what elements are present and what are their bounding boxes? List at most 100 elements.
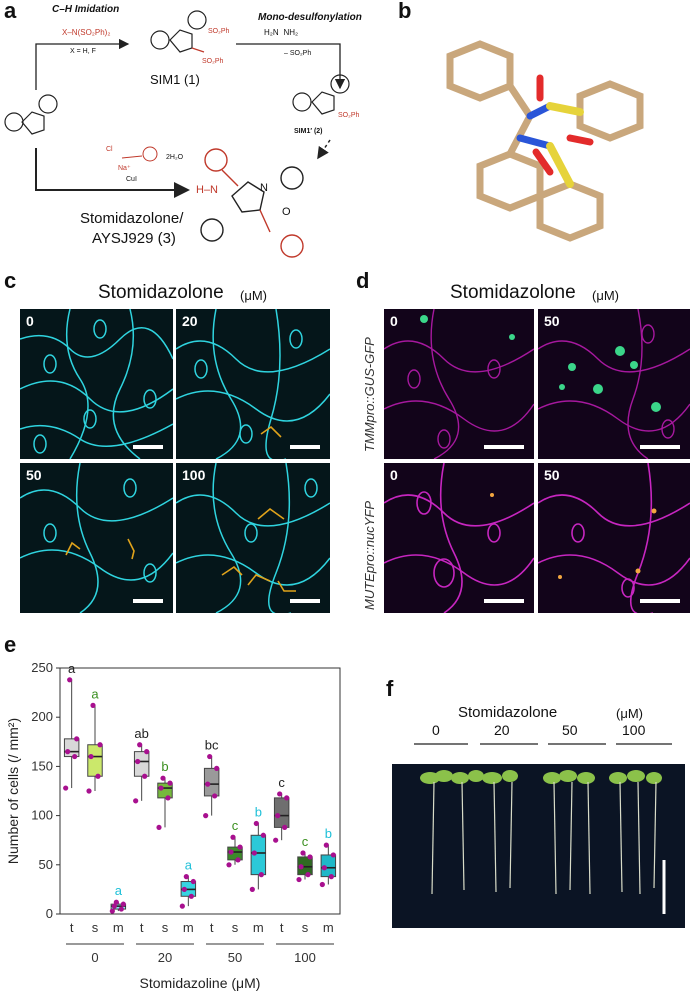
data-point (90, 702, 96, 708)
stomidazolone-structure (200, 148, 304, 258)
data-point (328, 874, 334, 880)
label-h2o: 2H₂O (166, 154, 184, 161)
data-point (300, 850, 306, 856)
y-axis-label: Number of cells (/ mm²) (5, 718, 21, 864)
scale-bar (484, 599, 524, 603)
scale-bar (640, 445, 680, 449)
panel-c-title: Stomidazolone (98, 282, 224, 303)
x-tick-label: m (323, 920, 334, 935)
micrograph-d-tmm-50: 50 (538, 309, 690, 459)
data-point (118, 906, 124, 912)
data-point (165, 795, 171, 801)
data-point (228, 849, 234, 855)
data-point (235, 857, 241, 863)
sim1-structure (150, 10, 207, 53)
panel-c-unit: (μM) (240, 288, 267, 303)
group-label: 20 (158, 950, 172, 965)
label-so2ph-3: SO₂Ph (338, 112, 360, 119)
data-point (212, 793, 218, 799)
y-tick-label: 50 (39, 857, 53, 872)
row-label-tmm: TMMpro::GUS-GFP (362, 337, 377, 452)
data-point (181, 886, 187, 892)
panel-d-unit: (μM) (592, 288, 619, 303)
data-point (72, 753, 78, 760)
group-label: 0 (91, 950, 98, 965)
data-point (188, 893, 194, 899)
box (203, 767, 220, 797)
significance-letter: a (91, 686, 99, 701)
plot-frame (59, 667, 341, 915)
micrograph-d-tmm-0: 0 (384, 309, 534, 459)
data-point (214, 765, 220, 771)
row-label-mute: MUTEpro::nucYFP (362, 500, 377, 610)
label-n: N (260, 182, 268, 194)
box (87, 744, 103, 777)
significance-letter: bc (205, 738, 219, 753)
significance-letter: a (185, 858, 193, 873)
data-point (95, 773, 101, 779)
data-point (135, 758, 141, 765)
panel-d-title: Stomidazolone (450, 282, 576, 303)
label-reagent2: H₂N NH₂ (264, 28, 299, 37)
scale-bar (290, 445, 320, 449)
x-tick-label: t (140, 920, 144, 935)
x-tick-label: s (232, 920, 239, 935)
data-point (67, 677, 73, 683)
data-point (226, 862, 232, 868)
data-point (260, 832, 266, 838)
data-point (253, 820, 259, 827)
box (133, 751, 150, 777)
data-point (179, 903, 185, 909)
panel-label-f: f (386, 676, 394, 701)
x-tick-label: t (280, 920, 284, 935)
data-point (275, 813, 281, 819)
seedling-photo (392, 764, 685, 928)
significance-letter: c (278, 775, 285, 790)
data-point (65, 749, 71, 755)
dose-label-50: 50 (562, 722, 578, 738)
x-tick-label: m (253, 920, 264, 935)
data-point (319, 881, 325, 888)
data-point (86, 788, 92, 794)
data-point (305, 872, 311, 878)
x-axis-label: Stomidazoline (μM) (140, 975, 261, 991)
dose-label-20: 20 (494, 722, 510, 738)
data-point (282, 824, 288, 831)
scale-bar (640, 599, 680, 603)
significance-letter: c (232, 818, 239, 833)
data-point (207, 753, 213, 760)
panel-f-unit: (μM) (616, 706, 643, 721)
label-na: Na⁺ (118, 165, 131, 172)
data-point (237, 844, 243, 850)
data-point (251, 850, 257, 856)
data-point (183, 874, 189, 880)
group-label: 100 (294, 950, 316, 965)
dose-label-0: 0 (432, 722, 440, 738)
data-point (284, 795, 290, 801)
scale-bar (133, 599, 163, 603)
data-point (144, 749, 150, 755)
data-point (109, 908, 115, 914)
significance-letter: ab (134, 726, 148, 741)
panel-f-title: Stomidazolone (458, 704, 558, 721)
group-label: 50 (228, 950, 242, 965)
arrow-desulfonylation (236, 43, 346, 90)
scale-bar (290, 599, 320, 603)
tile-label: 0 (390, 313, 398, 329)
y-tick-label: 200 (31, 709, 53, 724)
data-point (142, 773, 148, 779)
crystal-structure-model (446, 40, 644, 242)
data-point (190, 878, 196, 885)
x-tick-label: s (162, 920, 169, 935)
tile-label: 50 (544, 467, 560, 483)
significance-letter: a (115, 883, 123, 898)
y-tick-label: 0 (46, 906, 53, 921)
label-aysj929: AYSJ929 (3) (92, 230, 176, 247)
data-point (120, 901, 126, 907)
y-tick-label: 100 (31, 808, 53, 823)
label-cui: CuI (126, 176, 137, 183)
box (297, 856, 313, 876)
panel-label-e: e (4, 632, 17, 657)
label-sim1prime: SIM1′ (2) (294, 128, 323, 135)
data-point (307, 854, 313, 860)
